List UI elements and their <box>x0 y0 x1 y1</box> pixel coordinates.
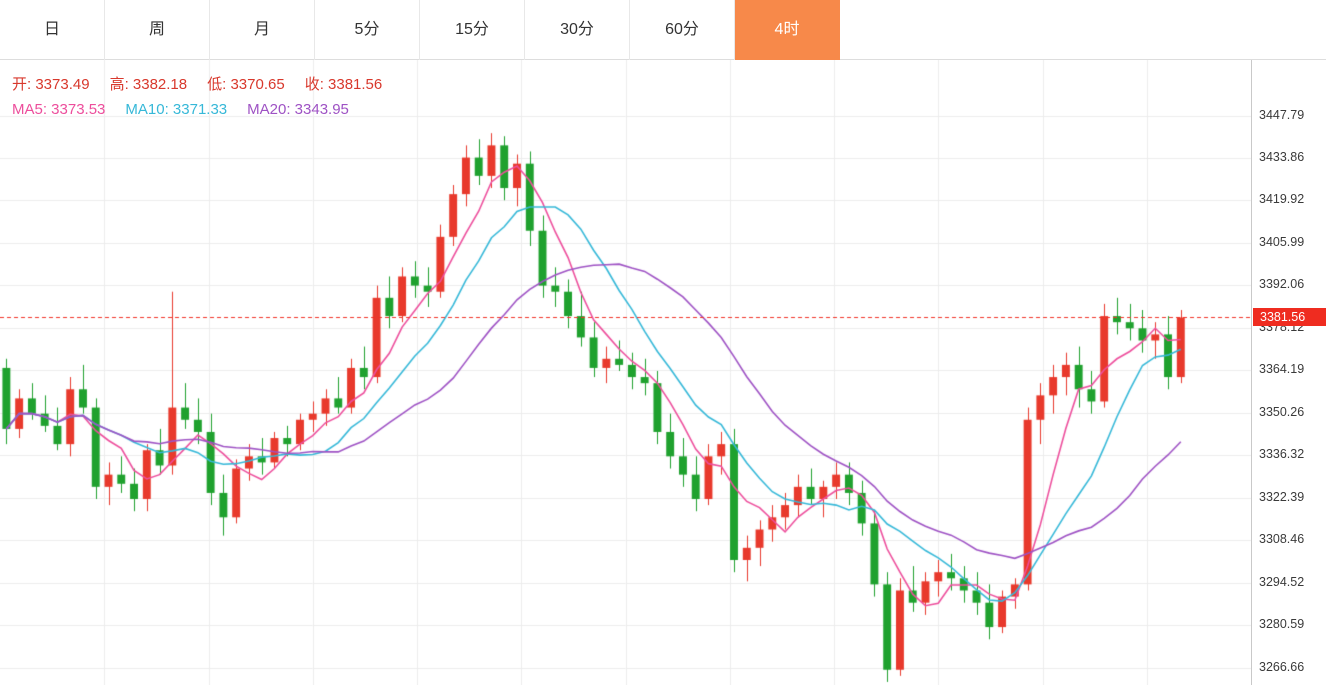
legend-ohlc-close: 收: 3381.56 <box>304 76 383 93</box>
price-axis: 3381.56 3447.79 3433.86 3419.92 3405.99 3392… <box>1251 60 1326 685</box>
tab-week[interactable]: 周 <box>105 0 210 60</box>
y-axis-label: 3447.79 <box>1259 107 1305 122</box>
y-axis-label: 3350.26 <box>1259 404 1305 419</box>
legend-ohlc-open: 开: 3373.49 <box>12 76 90 93</box>
tab-4hour[interactable]: 4时 <box>735 0 840 60</box>
legend-ohlc-low: 低: 3370.65 <box>207 76 285 93</box>
y-axis-label: 3433.86 <box>1259 149 1305 164</box>
y-axis-label: 3266.66 <box>1259 659 1305 674</box>
y-axis-label: 3294.52 <box>1259 574 1305 589</box>
chart-legend: 开: 3373.49 高: 3382.18 低: 3370.65 收: 3381.56… <box>12 72 402 122</box>
candlestick-chart-canvas[interactable] <box>0 60 1251 685</box>
tab-month[interactable]: 月 <box>210 0 315 60</box>
tab-15min[interactable]: 15分 <box>420 0 525 60</box>
tab-60min[interactable]: 60分 <box>630 0 735 60</box>
legend-ma-ma10: MA10: 3371.33 <box>125 101 228 118</box>
y-axis-label: 3308.46 <box>1259 532 1305 547</box>
y-axis-label: 3405.99 <box>1259 234 1305 249</box>
last-price-tag: 3381.56 <box>1253 308 1326 327</box>
ohlc-legend-row: 开: 3373.49 高: 3382.18 低: 3370.65 收: 3381.56 <box>12 72 402 97</box>
y-axis-label: 3322.39 <box>1259 489 1305 504</box>
y-axis-label: 3392.06 <box>1259 277 1305 292</box>
y-axis-label: 3336.32 <box>1259 447 1305 462</box>
tab-5min[interactable]: 5分 <box>315 0 420 60</box>
y-axis-label: 3419.92 <box>1259 192 1305 207</box>
y-axis-label: 3280.59 <box>1259 617 1305 632</box>
legend-ma-ma20: MA20: 3343.95 <box>247 101 349 118</box>
y-axis-label: 3364.19 <box>1259 362 1305 377</box>
ma-legend-row: MA5: 3373.53 MA10: 3371.33 MA20: 3343.95 <box>12 97 402 122</box>
chart-region: 开: 3373.49 高: 3382.18 低: 3370.65 收: 3381.56… <box>0 60 1326 685</box>
legend-ohlc-high: 高: 3382.18 <box>109 76 188 93</box>
legend-ma-ma5: MA5: 3373.53 <box>12 101 106 118</box>
tab-30min[interactable]: 30分 <box>525 0 630 60</box>
interval-tabbar: 日周月 5分 15分 30分 60分 4时 <box>0 0 1326 60</box>
tab-day[interactable]: 日 <box>0 0 105 60</box>
